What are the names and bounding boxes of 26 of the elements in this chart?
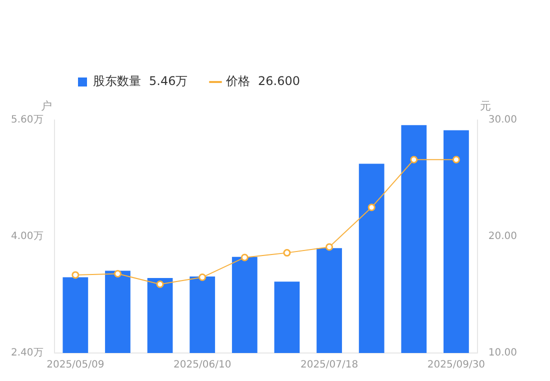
y2-axis-title: 元 [480, 99, 491, 112]
text: 5.46万 [149, 74, 188, 88]
point [114, 270, 122, 278]
point [198, 274, 206, 282]
point [240, 254, 248, 262]
point [283, 249, 291, 257]
x-tick-label: 2025/05/09 [46, 360, 104, 371]
x-tick-label: 2025/07/18 [300, 360, 358, 371]
x-tick-label: 2025/06/10 [174, 360, 232, 371]
y-axis-title: 户 [40, 99, 52, 112]
y2-tick-label: 30.00 [488, 114, 518, 126]
legend-label: 股东数量 [93, 74, 141, 88]
y2-tick-label: 20.00 [488, 231, 518, 242]
point [156, 280, 164, 288]
point [326, 243, 334, 251]
y-tick-label: 5.60万 [11, 114, 44, 126]
x-tick-label: 2025/09/30 [427, 360, 486, 371]
y-tick-label: 4.00万 [11, 231, 44, 242]
text: 26.600 [258, 74, 300, 88]
y2-tick-label: 10.00 [488, 348, 518, 359]
point [452, 156, 460, 164]
point [410, 156, 418, 164]
legend-label: 价格 [225, 74, 250, 88]
y-tick-label: 2.40万 [11, 348, 44, 359]
point [368, 204, 376, 212]
point [72, 271, 80, 279]
